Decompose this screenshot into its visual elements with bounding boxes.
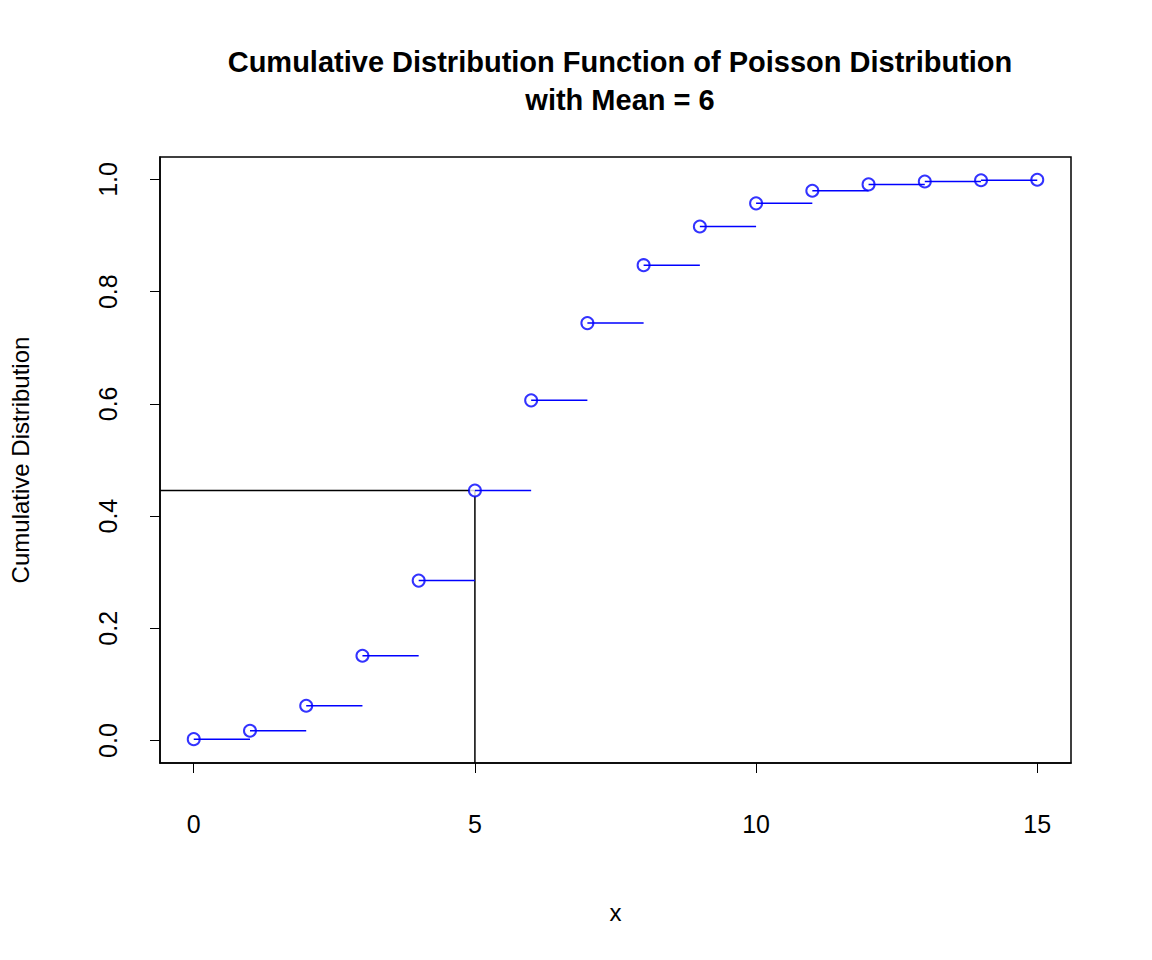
- svg-text:1.0: 1.0: [94, 162, 122, 197]
- svg-text:with Mean = 6: with Mean = 6: [524, 84, 714, 116]
- svg-text:15: 15: [1023, 810, 1051, 838]
- svg-text:Cumulative Distribution Functi: Cumulative Distribution Function of Pois…: [228, 46, 1013, 78]
- svg-text:0.4: 0.4: [94, 499, 122, 534]
- svg-text:0.0: 0.0: [94, 723, 122, 758]
- svg-text:0.8: 0.8: [94, 274, 122, 309]
- svg-text:10: 10: [742, 810, 770, 838]
- svg-text:0: 0: [187, 810, 201, 838]
- svg-text:0.6: 0.6: [94, 387, 122, 422]
- svg-text:Cumulative Distribution: Cumulative Distribution: [7, 337, 34, 584]
- svg-text:x: x: [610, 899, 622, 926]
- svg-text:0.2: 0.2: [94, 611, 122, 646]
- svg-text:5: 5: [468, 810, 482, 838]
